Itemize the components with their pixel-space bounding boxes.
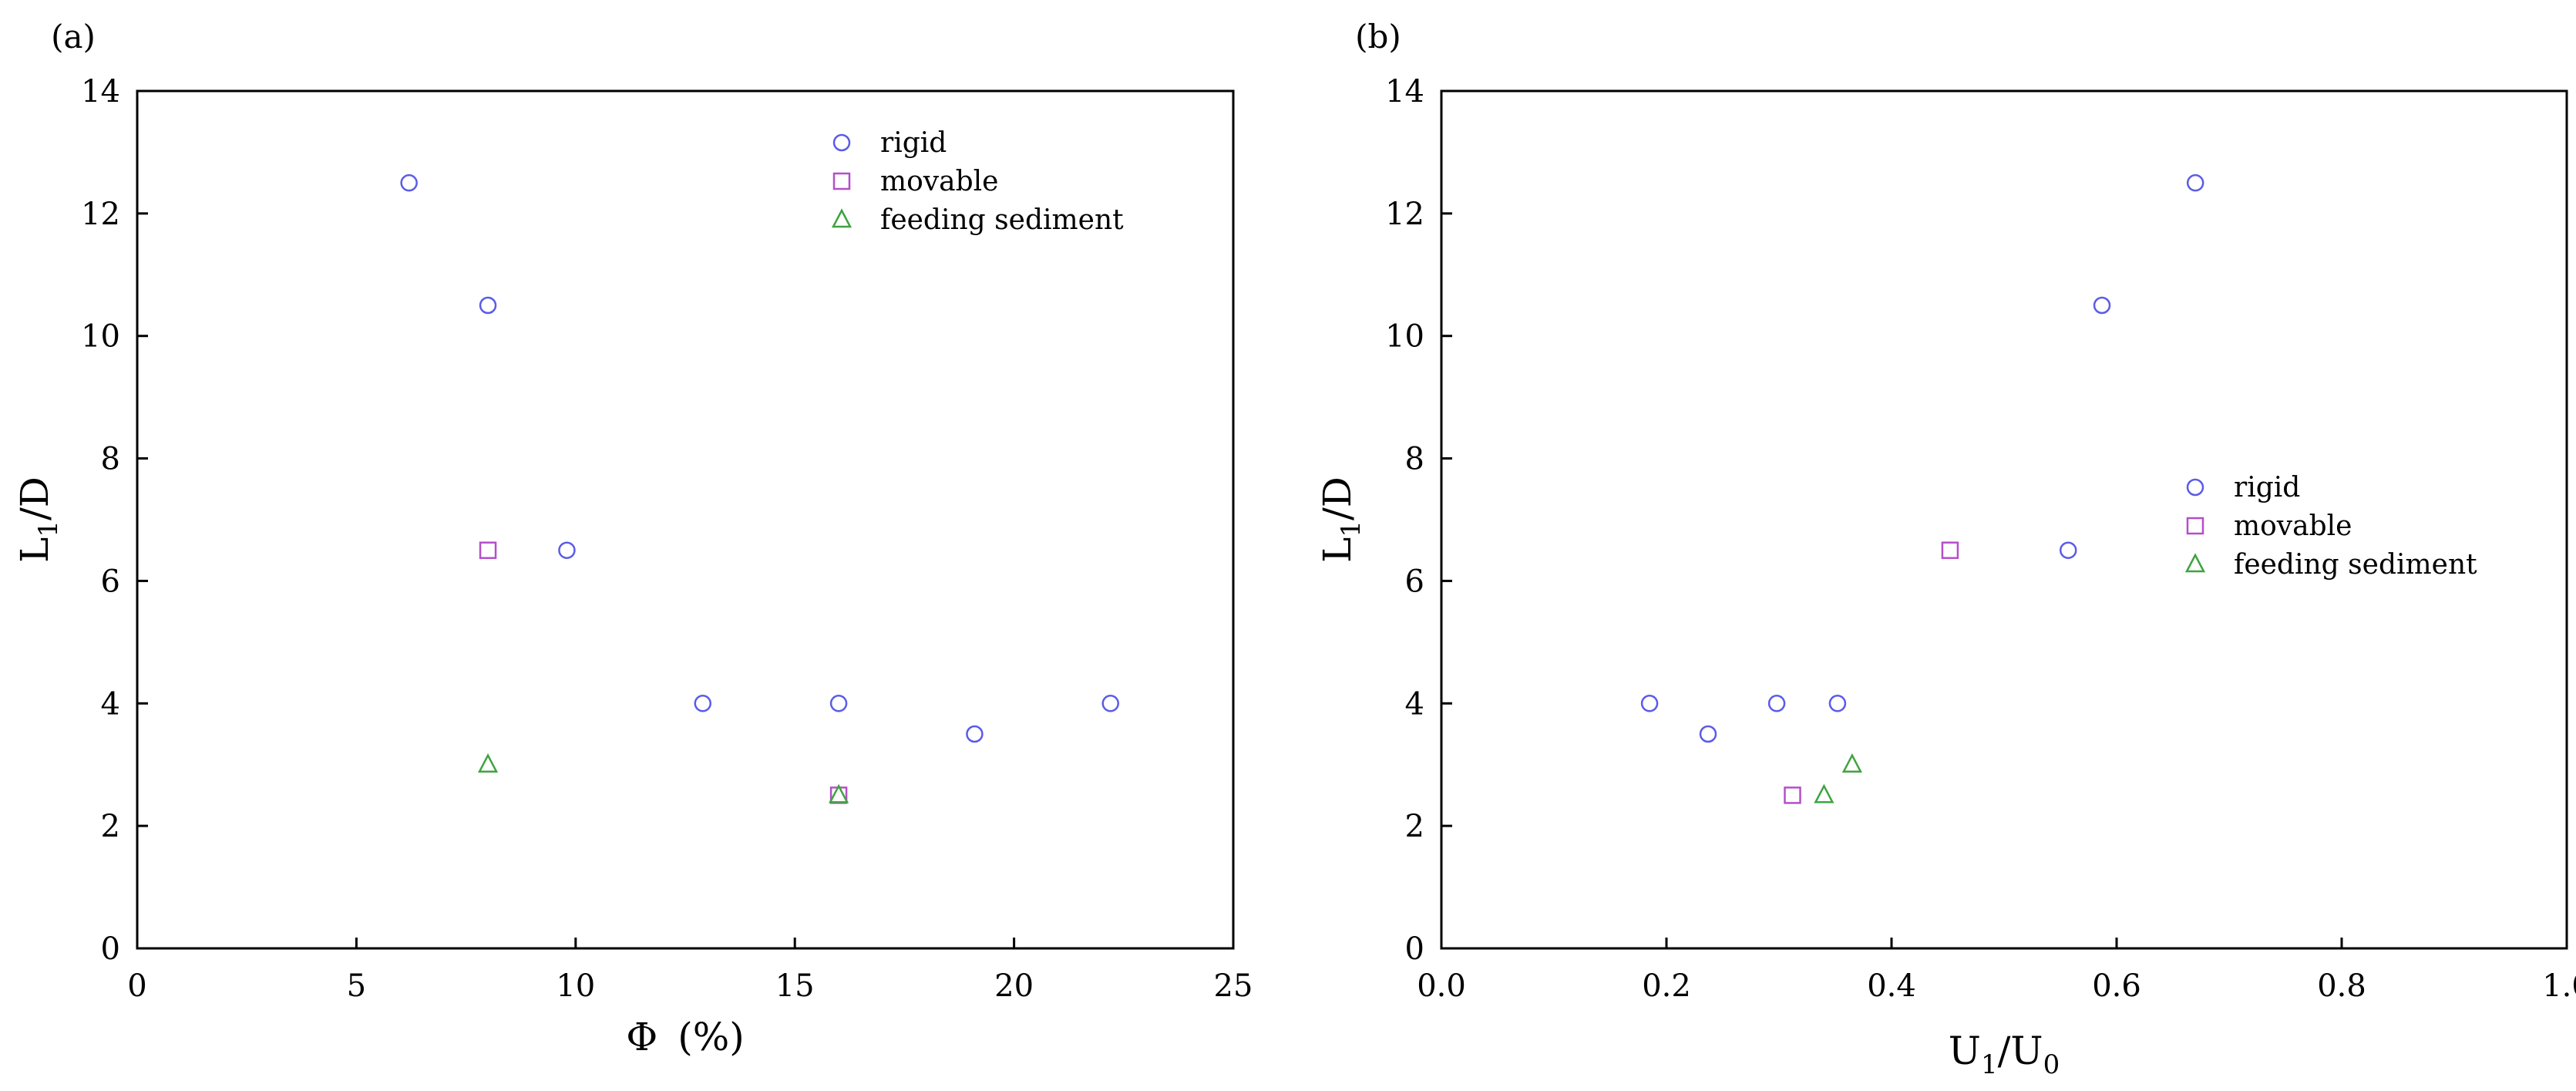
y-tick-label: 14	[1385, 74, 1424, 109]
legend-label: movable	[2234, 510, 2352, 542]
data-point-circle	[479, 296, 497, 315]
y-tick-label: 12	[81, 197, 120, 232]
chart-panel-b: (b) 0.0 0.2 0.4 0.6 0.8 1.0 0 2 4 6 8 10 12 14 L1/D U1/U…	[1315, 18, 2576, 1080]
y-tick-label: 10	[81, 319, 120, 355]
panel-label: (a)	[51, 18, 96, 56]
data-point-triangle	[1841, 753, 1862, 773]
x-tick-label: 0.0	[1417, 968, 1466, 1004]
legend: rigid movable feeding sediment	[2184, 472, 2477, 581]
data-point-square	[479, 541, 497, 559]
x-tick-label: 0.6	[2092, 968, 2141, 1004]
data-point-circle	[1640, 695, 1659, 712]
x-tick-label: 0	[127, 968, 146, 1004]
data-point-circle	[966, 725, 984, 743]
legend-marker-square	[2186, 517, 2204, 535]
data-point-circle	[1767, 695, 1786, 712]
x-tick-label: 20	[994, 968, 1034, 1004]
plot-frame	[1440, 89, 2568, 950]
y-tick-label: 8	[1405, 442, 1424, 477]
y-tick-label: 2	[101, 809, 120, 844]
x-axis-title: U1/U0	[1949, 1029, 2060, 1080]
x-tick-label: 5	[347, 968, 366, 1004]
legend-marker-circle	[2186, 478, 2204, 497]
x-tick-label: 0.4	[1867, 968, 1916, 1004]
panel-label: (b)	[1355, 18, 1401, 56]
y-tick-label: 12	[1385, 197, 1424, 232]
legend-label: rigid	[880, 127, 947, 159]
y-tick-label: 2	[1405, 809, 1424, 844]
data-point-triangle	[1814, 783, 1834, 803]
x-tick-label: 0.8	[2317, 968, 2366, 1004]
data-point-circle	[2186, 173, 2204, 192]
y-axis-title: L1/D	[1315, 476, 1367, 563]
legend: rigid movable feeding sediment	[831, 127, 1124, 236]
data-point-circle	[558, 541, 576, 559]
y-tick-label: 4	[1405, 686, 1424, 722]
x-tick-label: 1.0	[2542, 968, 2576, 1004]
data-point-circle	[2059, 541, 2077, 559]
data-point-circle	[1828, 695, 1847, 712]
y-tick-label: 8	[101, 442, 120, 477]
legend-label: movable	[880, 166, 998, 197]
x-tick-label: 10	[556, 968, 595, 1004]
data-point-triangle	[829, 783, 849, 803]
legend-marker-circle	[832, 133, 851, 152]
legend-label: rigid	[2234, 472, 2300, 503]
y-tick-label: 4	[101, 686, 120, 722]
y-tick-label: 14	[81, 74, 120, 109]
y-axis-title: L1/D	[12, 476, 64, 563]
legend-marker-square	[832, 172, 851, 190]
y-tick-label: 0	[101, 931, 120, 967]
y-tick-label: 6	[101, 564, 120, 599]
legend-marker-triangle	[831, 208, 853, 228]
y-tick-label: 6	[1405, 564, 1424, 599]
data-point-circle	[400, 173, 418, 192]
legend-label: feeding sediment	[2234, 549, 2477, 581]
y-tick-label: 0	[1405, 931, 1424, 967]
legend-label: feeding sediment	[880, 204, 1124, 236]
data-point-circle	[694, 695, 712, 712]
data-point-square	[1941, 541, 1959, 559]
x-axis-title: Φ (%)	[626, 1015, 745, 1059]
data-point-circle	[1699, 725, 1717, 743]
legend-marker-triangle	[2184, 553, 2206, 573]
data-point-circle	[829, 695, 848, 712]
y-tick-label: 10	[1385, 319, 1424, 355]
x-tick-label: 25	[1214, 968, 1253, 1004]
data-point-circle	[2093, 296, 2111, 315]
chart-panel-a: (a) 0 5 10 15 20 25 0 2 4 6 8 10 12 14 L1/D Φ (%) rigid mov…	[12, 18, 1253, 1059]
data-point-square	[1784, 786, 1801, 804]
x-tick-label: 15	[775, 968, 815, 1004]
data-point-triangle	[477, 753, 499, 773]
data-point-circle	[1101, 695, 1119, 712]
x-tick-label: 0.2	[1642, 968, 1691, 1004]
plot-frame	[136, 89, 1235, 950]
